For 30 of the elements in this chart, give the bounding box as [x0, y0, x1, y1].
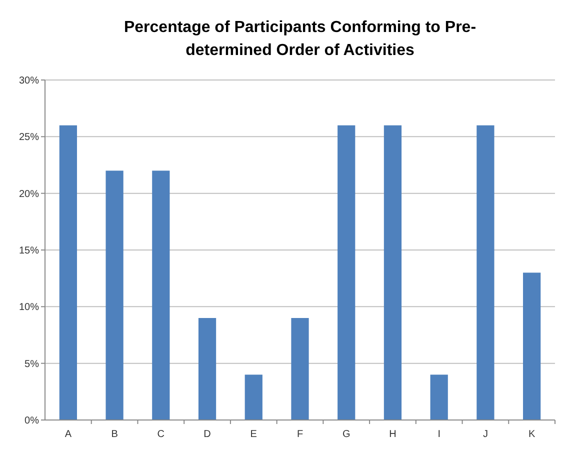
- y-tick-label: 25%: [18, 132, 40, 144]
- bar: [198, 318, 216, 420]
- bar: [338, 125, 356, 420]
- x-tick-label: E: [250, 429, 258, 440]
- bar: [152, 170, 170, 420]
- y-tick-label: 20%: [18, 188, 40, 200]
- x-tick-label: G: [342, 429, 350, 440]
- bar: [59, 125, 77, 420]
- x-tick-label: H: [389, 429, 396, 440]
- y-tick-label: 10%: [18, 302, 40, 314]
- bar: [476, 125, 494, 420]
- x-tick-label: D: [204, 429, 211, 440]
- bar: [291, 318, 309, 420]
- x-tick-label: I: [438, 429, 440, 440]
- x-tick-label: A: [64, 429, 72, 440]
- x-tick-label: C: [157, 429, 165, 440]
- y-tick-label: 0%: [24, 416, 40, 426]
- y-tick-label: 30%: [18, 76, 40, 86]
- y-tick-label: 5%: [24, 358, 40, 370]
- x-tick-label: K: [528, 429, 536, 440]
- y-tick-label: 15%: [18, 246, 40, 256]
- bar: [430, 374, 448, 420]
- bar: [523, 272, 541, 420]
- x-tick-label: F: [296, 429, 304, 440]
- bar: [384, 125, 402, 420]
- bar: [106, 170, 124, 420]
- x-tick-label: B: [111, 429, 118, 440]
- x-tick-label: J: [482, 429, 488, 440]
- bar: [244, 374, 262, 420]
- chart-title: Percentage of Participants Conforming to Pre-determined Order of Activities: [124, 19, 476, 59]
